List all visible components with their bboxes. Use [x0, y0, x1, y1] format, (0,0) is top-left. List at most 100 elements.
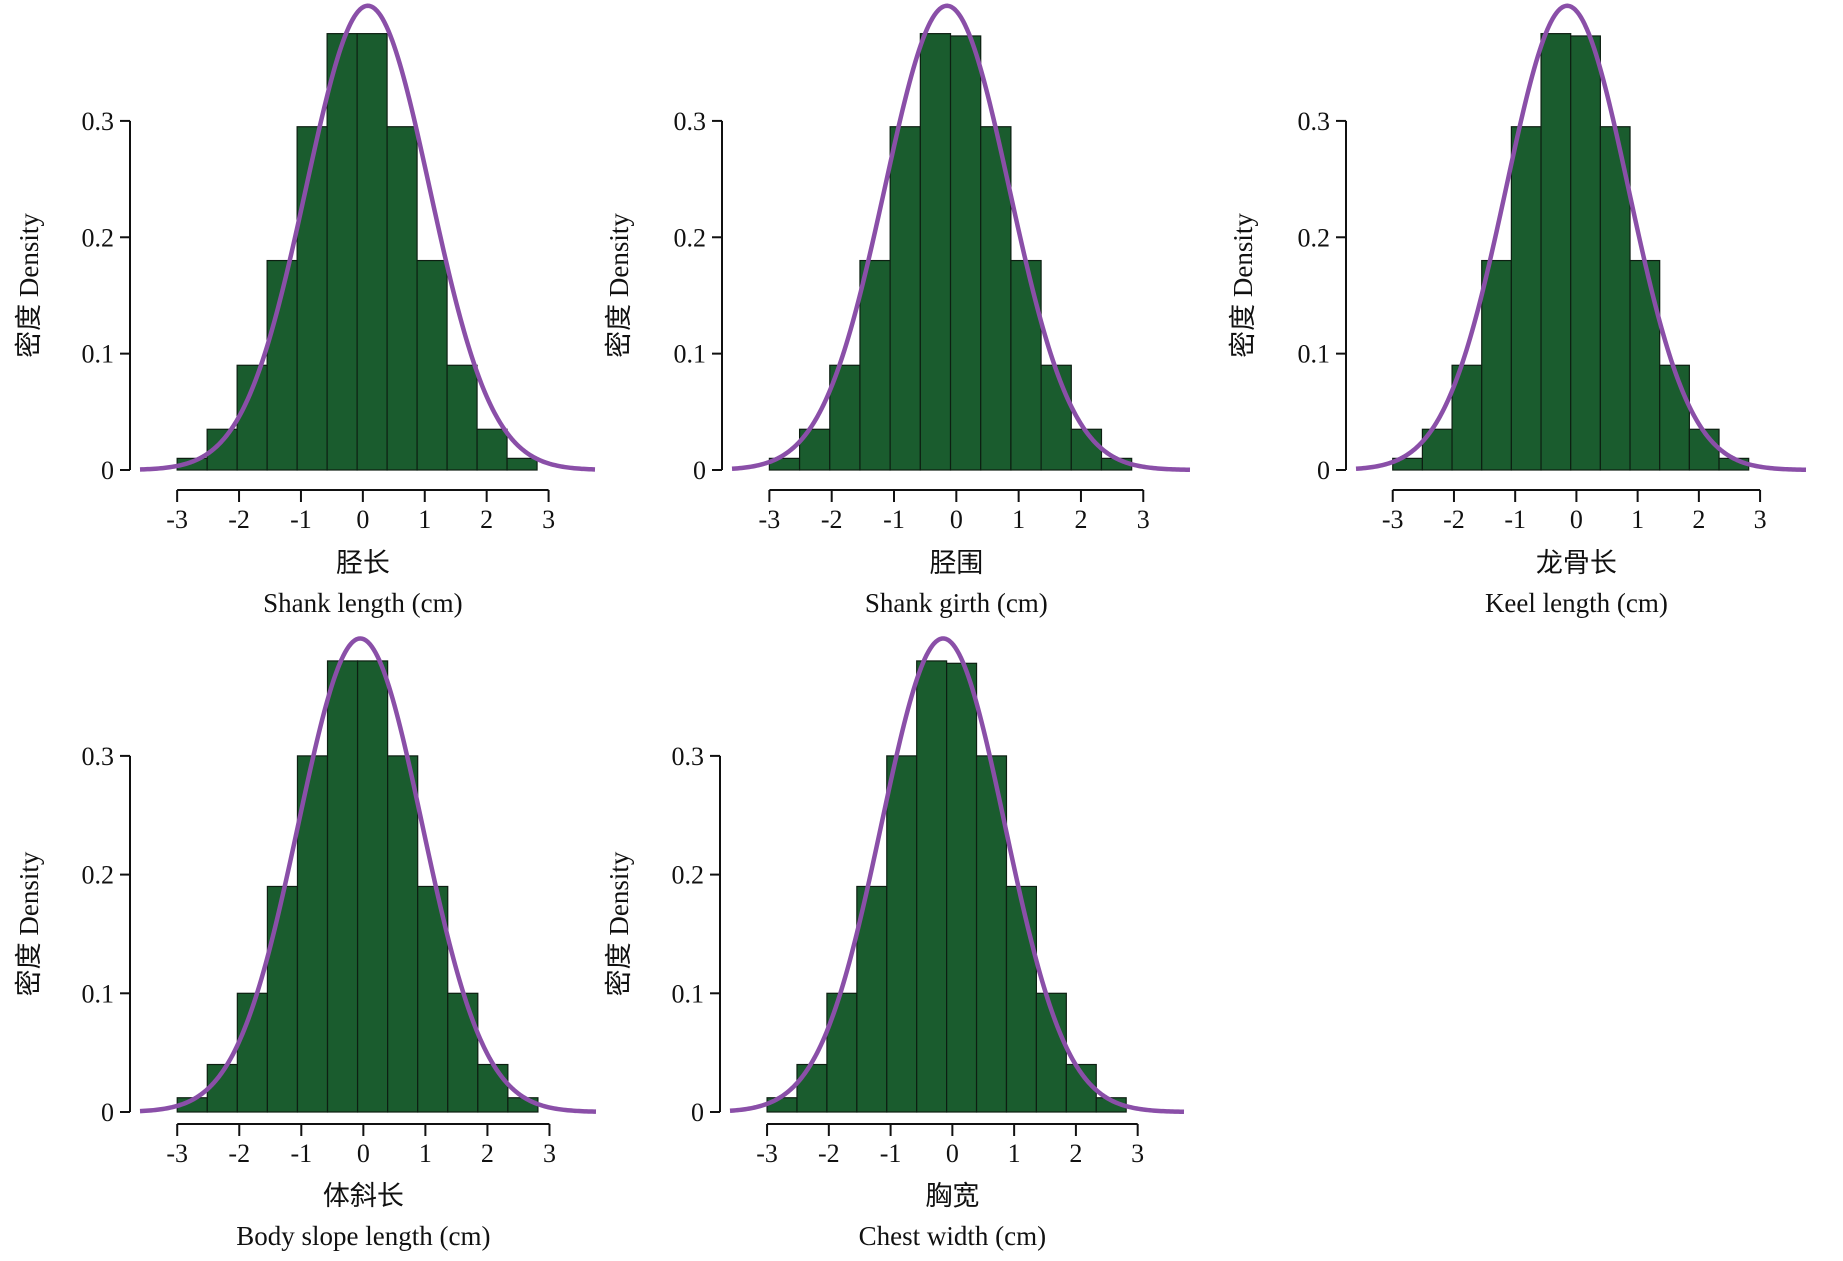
histogram-bar	[387, 755, 419, 1113]
x-axis-label-cn: 胫围	[929, 548, 983, 578]
x-axis-label-en: Shank length (cm)	[263, 588, 462, 618]
histogram-bar	[949, 35, 982, 471]
x-tick-label: -1	[290, 505, 312, 534]
x-tick-label: -1	[880, 1139, 902, 1168]
histogram-bar	[476, 428, 508, 471]
histogram-bar	[477, 1063, 509, 1113]
y-tick-label: 0	[693, 456, 706, 485]
x-tick-label: 3	[542, 505, 555, 534]
x-tick-label: -3	[1382, 505, 1404, 534]
y-tick-label: 0.1	[1298, 340, 1331, 369]
panel-4: 0 0.1 0.2 0.3 -3 -2 -1 0 1 2 3 体斜长 Body slope length…	[14, 636, 597, 1251]
x-tick-label: -1	[883, 505, 905, 534]
y-tick-label: 0.1	[82, 979, 115, 1008]
histogram-bar	[796, 1063, 828, 1113]
histogram-bar	[946, 662, 978, 1113]
x-tick-label: 2	[1692, 505, 1705, 534]
histogram-bar	[1570, 35, 1601, 471]
histogram-bar	[859, 259, 891, 471]
y-axis-label: 密度 Density	[604, 851, 634, 996]
x-tick-label: 0	[1570, 505, 1583, 534]
x-tick-label: -2	[818, 1139, 840, 1168]
y-axis-label: 密度 Density	[1228, 213, 1258, 358]
x-axis-label-cn: 体斜长	[323, 1181, 404, 1211]
y-tick-label: 0.1	[672, 979, 705, 1008]
x-tick-label: -2	[228, 1139, 250, 1168]
y-tick-label: 0.2	[82, 861, 115, 890]
y-tick-label: 0.3	[1298, 107, 1331, 136]
x-tick-label: -3	[756, 1139, 778, 1168]
histogram-bar	[506, 457, 538, 471]
histogram-bar	[980, 126, 1012, 471]
x-tick-label: 2	[1074, 505, 1087, 534]
x-tick-label: 2	[480, 505, 493, 534]
histogram-bar	[1540, 33, 1572, 471]
x-tick-label: 3	[1131, 1139, 1144, 1168]
x-tick-label: 0	[356, 505, 369, 534]
y-tick-label: 0.3	[672, 742, 705, 771]
panel-2: 0 0.1 0.2 0.3 -3 -2 -1 0 1 2 3 胫围 Shank girth (cm) 密度…	[604, 3, 1191, 618]
histogram-bar	[386, 126, 418, 471]
x-tick-label: -2	[228, 505, 250, 534]
y-tick-label: 0.3	[674, 107, 707, 136]
histogram-bar	[1070, 428, 1103, 471]
histogram-bar	[916, 660, 948, 1113]
panel-1: 0 0.1 0.2 0.3 -3 -2 -1 0 1 2 3 胫长 Shank length (cm) 密…	[14, 3, 596, 618]
x-tick-label: -3	[166, 505, 188, 534]
histogram-bar	[826, 992, 858, 1113]
x-tick-label: 2	[1069, 1139, 1082, 1168]
y-tick-label: 0.1	[82, 340, 115, 369]
x-tick-label: -2	[821, 505, 843, 534]
x-axis-label-en: Body slope length (cm)	[236, 1221, 490, 1251]
x-tick-label: 3	[543, 1139, 556, 1168]
x-axis-label-cn: 龙骨长	[1536, 548, 1617, 578]
histogram-bar	[326, 660, 359, 1113]
histogram-bar	[266, 885, 299, 1113]
x-tick-label: 2	[481, 1139, 494, 1168]
y-tick-label: 0.3	[82, 107, 115, 136]
x-tick-label: 3	[1137, 505, 1150, 534]
histogram-bar	[236, 364, 268, 471]
x-axis-label-en: Shank girth (cm)	[865, 588, 1048, 618]
y-tick-label: 0.2	[82, 223, 115, 252]
density-curve	[729, 636, 1185, 1115]
x-tick-label: 1	[1012, 505, 1025, 534]
x-tick-label: 3	[1754, 505, 1767, 534]
histogram-bar	[446, 364, 478, 471]
y-tick-label: 0.2	[672, 861, 705, 890]
histogram-bar	[1629, 259, 1661, 471]
y-tick-label: 0.1	[674, 340, 707, 369]
y-tick-label: 0.2	[1298, 223, 1331, 252]
histogram-bar	[1659, 364, 1690, 471]
histogram-bar	[507, 1097, 539, 1113]
y-tick-label: 0	[691, 1098, 704, 1127]
panel-3: 0 0.1 0.2 0.3 -3 -2 -1 0 1 2 3 龙骨长 Keel length (cm) 密…	[1228, 3, 1807, 618]
histogram-bar	[886, 755, 918, 1113]
y-tick-label: 0	[101, 456, 114, 485]
histogram-bar	[1599, 126, 1631, 471]
x-axis-label-cn: 胫长	[336, 548, 390, 578]
x-tick-label: 1	[1008, 1139, 1021, 1168]
histogram-bar	[326, 33, 358, 471]
density-curve	[139, 636, 597, 1114]
x-axis-label-en: Chest width (cm)	[859, 1221, 1046, 1251]
x-axis-label-en: Keel length (cm)	[1485, 588, 1668, 618]
x-tick-label: 1	[1631, 505, 1644, 534]
y-tick-label: 0.2	[674, 223, 707, 252]
y-axis-label: 密度 Density	[14, 213, 44, 358]
histogram-bar	[1005, 885, 1038, 1113]
histogram-bar	[1040, 364, 1072, 471]
histogram-bar	[447, 992, 479, 1113]
histogram-bar	[1510, 126, 1542, 471]
y-tick-label: 0	[1317, 456, 1330, 485]
histogram-bar	[296, 126, 328, 471]
histogram-bar	[416, 259, 448, 471]
histogram-bar	[1010, 259, 1042, 471]
x-tick-label: 0	[946, 1139, 959, 1168]
histogram-bar	[356, 33, 388, 471]
density-curve	[731, 3, 1191, 473]
panel-5: 0 0.1 0.2 0.3 -3 -2 -1 0 1 2 3 胸宽 Chest width (cm) 密度…	[604, 636, 1185, 1251]
x-tick-label: 1	[419, 1139, 432, 1168]
histogram-bar	[356, 660, 389, 1113]
